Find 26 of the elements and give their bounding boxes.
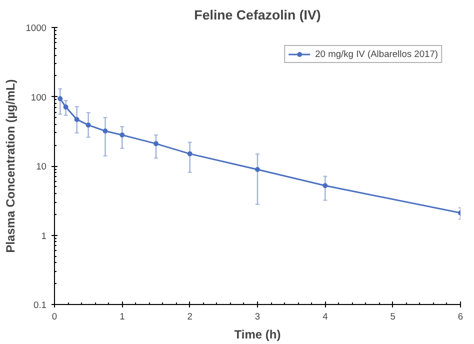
x-tick-label: 5 — [390, 312, 396, 322]
point — [154, 141, 158, 146]
point — [187, 151, 192, 156]
x-tick-label: 3 — [254, 312, 260, 322]
y-axis-title: Plasma Concentration (µg/mL) — [4, 79, 18, 253]
y-tick-label: 1000 — [26, 23, 47, 33]
point — [63, 104, 68, 110]
legend-label: 20 mg/kg IV (Albarellos 2017) — [315, 49, 438, 59]
x-tick-label: 6 — [458, 312, 464, 322]
x-tick-label: 2 — [187, 312, 192, 322]
y-tick-label: 100 — [30, 92, 47, 102]
point — [255, 167, 260, 172]
point — [120, 132, 125, 138]
point — [74, 116, 80, 122]
chart-title: Feline Cefazolin (IV) — [194, 8, 321, 22]
point — [86, 122, 91, 128]
x-tick-label: 0 — [52, 312, 58, 322]
y-tick-label: 0.1 — [34, 300, 46, 310]
point — [102, 128, 108, 134]
y-tick-label: 1 — [41, 230, 47, 241]
point — [322, 183, 328, 188]
x-axis-title: Time (h) — [234, 328, 281, 342]
point — [58, 96, 63, 102]
y-tick-label: 10 — [36, 162, 47, 172]
x-tick-label: 4 — [322, 312, 328, 322]
x-tick-label: 1 — [120, 312, 125, 322]
